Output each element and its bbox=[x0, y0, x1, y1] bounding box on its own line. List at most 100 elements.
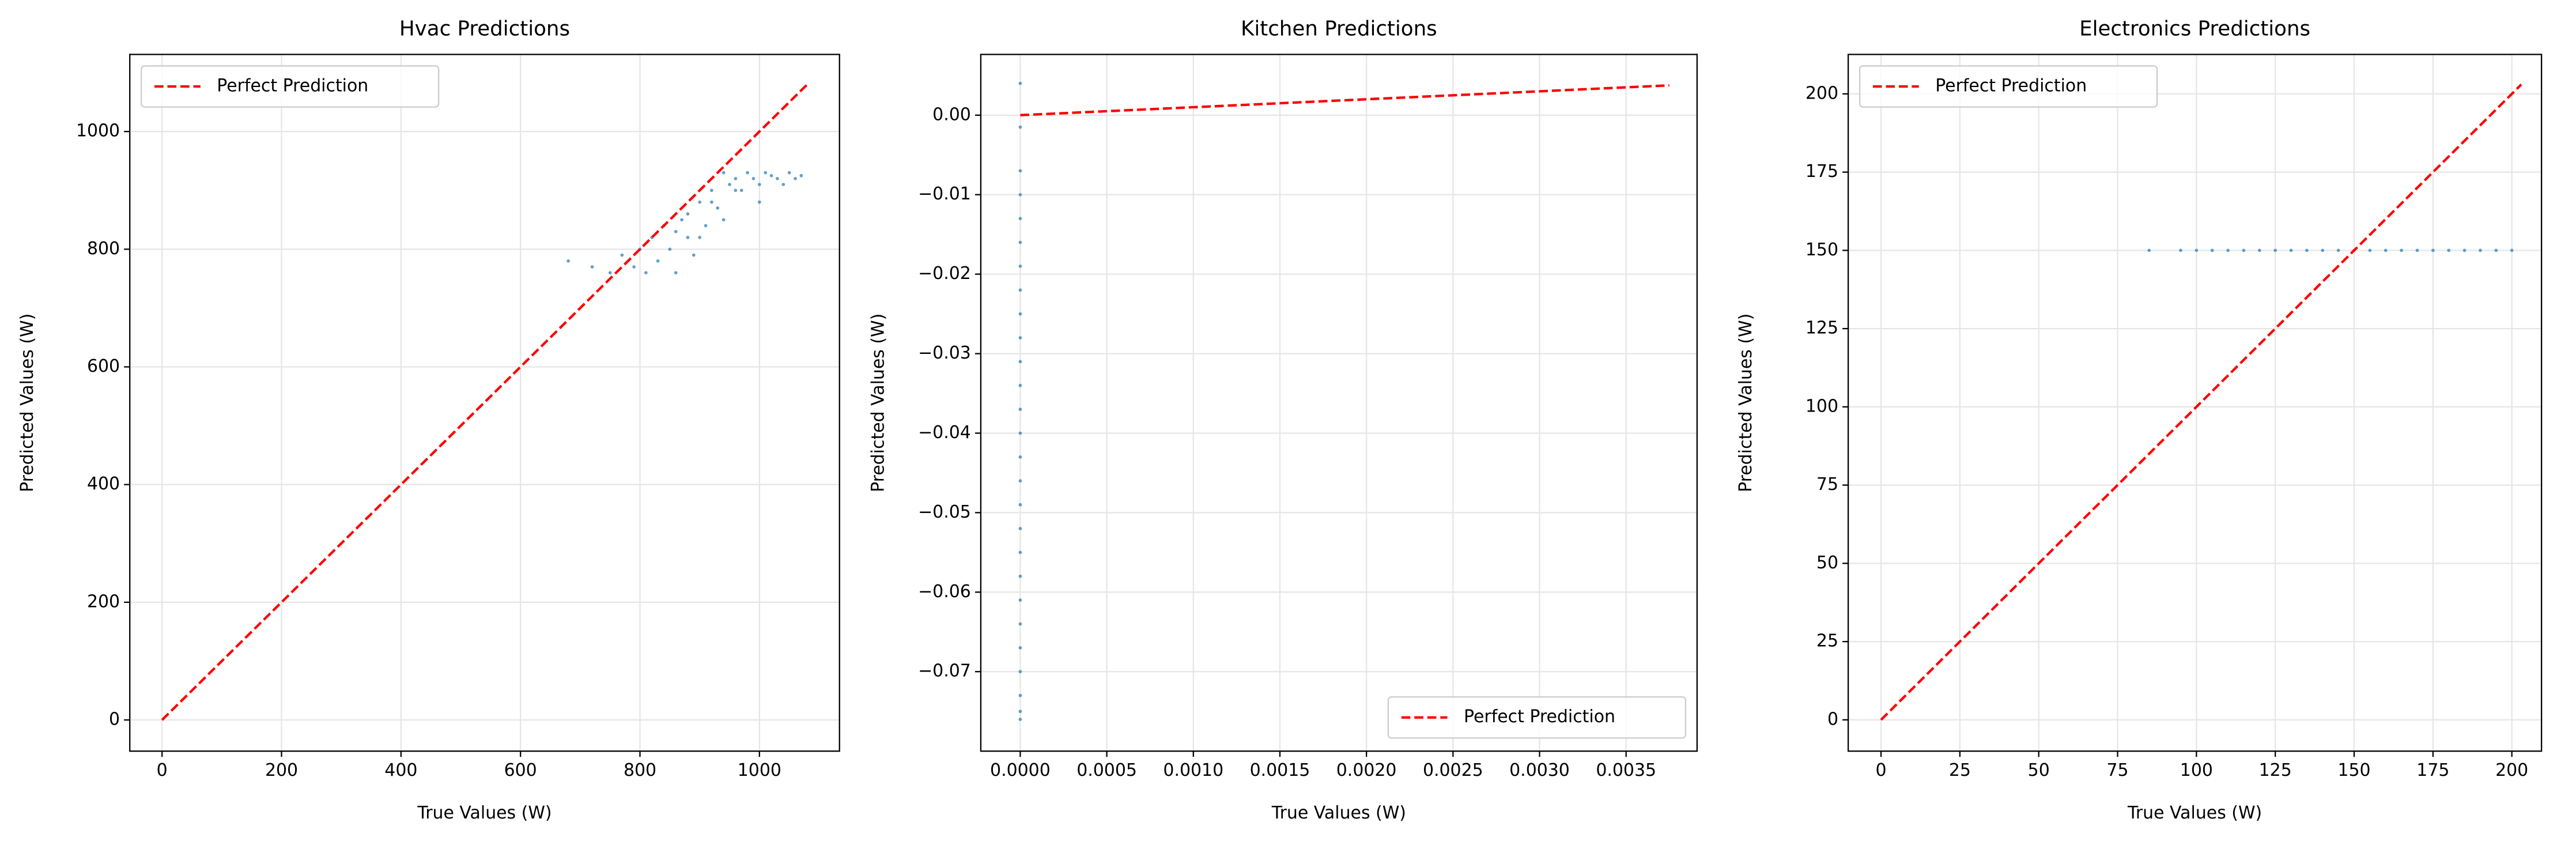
y-tick-label: 75 bbox=[1816, 474, 1838, 495]
plot-frame bbox=[980, 54, 1698, 752]
x-tick-label: 25 bbox=[1949, 760, 1971, 780]
x-tick-label: 200 bbox=[265, 760, 298, 780]
point bbox=[1018, 527, 1022, 530]
point bbox=[739, 188, 743, 193]
point bbox=[1018, 622, 1022, 626]
chart-title: Kitchen Predictions bbox=[1241, 17, 1437, 41]
point bbox=[757, 183, 761, 186]
point bbox=[799, 173, 803, 178]
point bbox=[2431, 248, 2435, 252]
y-axis-label: Predicted Values (W) bbox=[1736, 314, 1756, 492]
x-tick-label: 0 bbox=[157, 760, 168, 780]
point bbox=[1018, 670, 1022, 674]
point bbox=[1018, 125, 1022, 129]
chart-title: Electronics Predictions bbox=[2079, 17, 2310, 41]
point bbox=[1018, 360, 1022, 364]
point bbox=[2147, 248, 2151, 252]
point bbox=[2226, 248, 2230, 252]
x-tick-label: 800 bbox=[624, 760, 656, 780]
point bbox=[2242, 248, 2246, 252]
x-axis-label: True Values (W) bbox=[2127, 803, 2262, 823]
point bbox=[1018, 288, 1022, 292]
point bbox=[710, 188, 713, 193]
point bbox=[1018, 646, 1022, 650]
y-tick-label: 125 bbox=[1806, 318, 1838, 338]
chart-title: Hvac Predictions bbox=[399, 17, 570, 41]
point bbox=[734, 176, 738, 180]
y-tick-label: 25 bbox=[1816, 631, 1838, 651]
y-tick-label: 0 bbox=[109, 710, 120, 730]
legend-label: Perfect Prediction bbox=[1935, 76, 2087, 96]
point bbox=[728, 183, 731, 186]
y-tick-label: −0.02 bbox=[918, 263, 971, 284]
y-tick-label: 150 bbox=[1806, 240, 1838, 260]
point bbox=[2494, 248, 2498, 252]
point bbox=[608, 271, 612, 275]
point bbox=[2479, 248, 2482, 252]
point bbox=[1018, 81, 1022, 85]
point bbox=[769, 173, 773, 178]
x-tick-label: 0 bbox=[1876, 760, 1887, 780]
point bbox=[2305, 248, 2309, 252]
y-axis-label: Predicted Values (W) bbox=[868, 314, 889, 492]
legend-label: Perfect Prediction bbox=[1464, 707, 1615, 727]
point bbox=[1018, 693, 1022, 697]
x-tick-label: 400 bbox=[384, 760, 417, 780]
y-tick-label: 800 bbox=[87, 239, 120, 259]
point bbox=[1018, 217, 1022, 220]
legend-frame bbox=[1859, 65, 2158, 108]
x-tick-label: 0.0000 bbox=[990, 760, 1051, 780]
point bbox=[710, 200, 713, 204]
y-tick-label: 175 bbox=[1806, 161, 1838, 182]
x-axis-label: True Values (W) bbox=[417, 803, 552, 823]
point bbox=[692, 253, 696, 257]
legend-label: Perfect Prediction bbox=[217, 76, 368, 96]
point bbox=[704, 224, 708, 228]
point bbox=[1018, 479, 1022, 483]
point bbox=[734, 188, 738, 193]
x-tick-label: 1000 bbox=[738, 760, 781, 780]
point bbox=[1018, 455, 1022, 459]
point bbox=[2289, 248, 2293, 252]
point bbox=[716, 206, 720, 210]
point bbox=[764, 171, 768, 175]
y-tick-label: 100 bbox=[1806, 396, 1838, 416]
prediction-line bbox=[161, 83, 809, 721]
point bbox=[1018, 598, 1022, 602]
y-tick-label: −0.03 bbox=[918, 343, 971, 363]
point bbox=[2510, 248, 2514, 252]
legend: Perfect Prediction bbox=[141, 65, 440, 108]
point bbox=[2194, 248, 2199, 252]
y-tick-label: 0.00 bbox=[932, 104, 971, 125]
legend: Perfect Prediction bbox=[1387, 696, 1687, 739]
x-tick-label: 100 bbox=[2180, 760, 2213, 780]
x-tick-label: 125 bbox=[2259, 760, 2292, 780]
point bbox=[1018, 710, 1022, 714]
point bbox=[566, 259, 570, 263]
plot-frame bbox=[129, 54, 840, 752]
y-tick-label: 50 bbox=[1816, 553, 1838, 573]
x-tick-label: 0.0020 bbox=[1336, 760, 1397, 780]
y-tick-label: 1000 bbox=[76, 121, 120, 141]
point bbox=[746, 171, 749, 175]
point bbox=[590, 265, 594, 269]
y-axis-label: Predicted Values (W) bbox=[17, 314, 37, 492]
point bbox=[1018, 718, 1022, 721]
x-tick-label: 75 bbox=[2106, 760, 2128, 780]
point bbox=[757, 200, 761, 204]
y-tick-label: −0.07 bbox=[918, 661, 971, 681]
point bbox=[656, 259, 660, 263]
prediction-line bbox=[1880, 84, 2522, 721]
x-tick-label: 0.0010 bbox=[1163, 760, 1223, 780]
legend: Perfect Prediction bbox=[1859, 65, 2158, 108]
point bbox=[2179, 248, 2182, 252]
point bbox=[1018, 408, 1022, 411]
point bbox=[668, 247, 672, 251]
point bbox=[620, 253, 624, 257]
plot-frame bbox=[1847, 54, 2543, 752]
x-tick-label: 0.0030 bbox=[1509, 760, 1570, 780]
point bbox=[2447, 248, 2451, 252]
point bbox=[698, 200, 702, 204]
legend-frame bbox=[141, 65, 440, 108]
y-tick-label: −0.05 bbox=[918, 502, 971, 522]
